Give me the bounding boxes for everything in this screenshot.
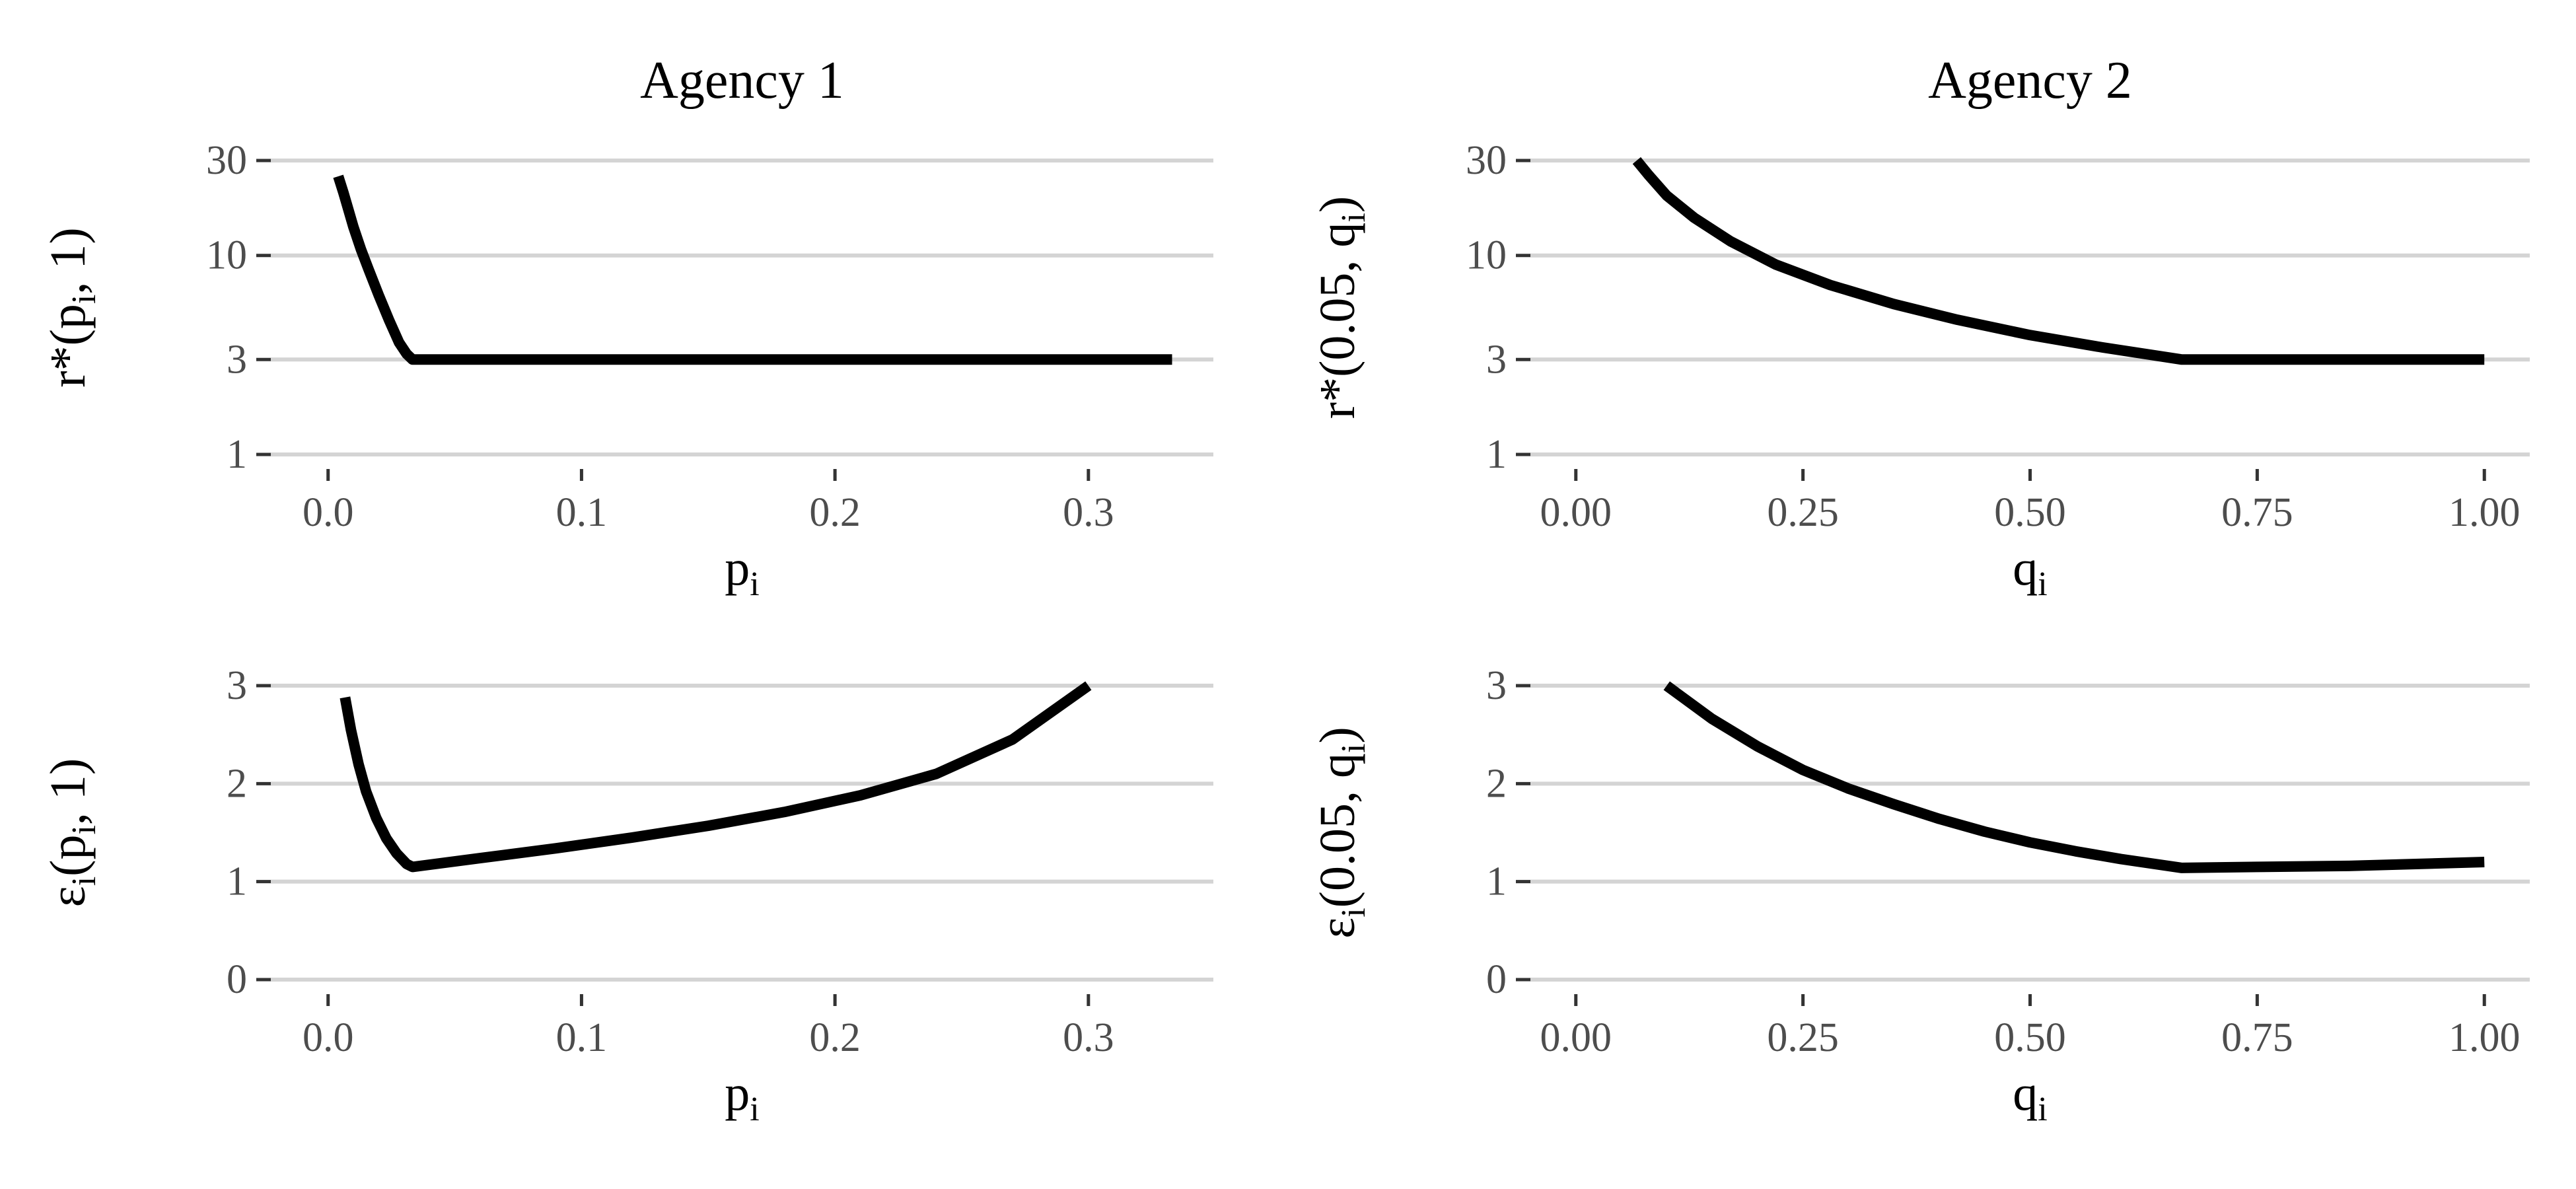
y-axis-title-part: ) [1310, 196, 1365, 213]
x-axis-title-base: p [725, 540, 750, 596]
series-line [340, 681, 1092, 873]
series-line [1663, 681, 2485, 873]
panel-title: Agency 1 [640, 52, 844, 110]
y-tick-label: 1 [227, 859, 247, 904]
x-tick-label: 0.50 [1994, 490, 2066, 535]
x-tick-label: 0.25 [1767, 1015, 1839, 1060]
y-tick-label: 30 [206, 138, 247, 183]
x-tick-label: 0.1 [556, 490, 608, 535]
y-tick-label: 0 [227, 957, 247, 1002]
y-axis-title-subscript: i [65, 825, 103, 834]
y-tick-label: 0 [1486, 957, 1507, 1002]
y-axis-title-part: (p [40, 835, 96, 877]
y-tick-label: 2 [227, 761, 247, 806]
x-axis-title-subscript: i [2038, 1091, 2047, 1128]
y-tick-label: 30 [1466, 138, 1507, 183]
x-axis-title-base: q [2013, 1065, 2038, 1121]
x-tick-label: 0.00 [1540, 1015, 1612, 1060]
y-axis-title-subscript: i [65, 877, 103, 886]
y-axis-title: εi(pi, 1) [40, 758, 103, 907]
x-tick-label: 0.2 [809, 1015, 861, 1060]
y-tick-label: 1 [1486, 859, 1507, 904]
y-tick-label: 10 [206, 233, 247, 278]
y-axis-title-part: ε [1310, 918, 1365, 939]
y-tick-label: 1 [1486, 432, 1507, 477]
x-tick-label: 0.2 [809, 490, 861, 535]
y-axis-title-part: (0.05, q [1310, 753, 1365, 908]
y-axis-title: εi(0.05, qi) [1310, 727, 1373, 938]
x-axis-title-subscript: i [750, 565, 759, 603]
y-axis-title-part: , 1) [40, 227, 96, 294]
series-line [333, 174, 1172, 365]
panel-title: Agency 2 [1928, 52, 2132, 110]
x-tick-label: 0.3 [1063, 1015, 1114, 1060]
y-axis-title-subscript: i [65, 295, 103, 304]
x-axis-title: pi [725, 540, 759, 603]
y-tick-label: 10 [1466, 233, 1507, 278]
x-axis-title: qi [2013, 1065, 2047, 1128]
y-axis-title-subscript: i [1335, 213, 1373, 222]
x-tick-label: 0.0 [303, 1015, 354, 1060]
x-tick-label: 0.50 [1994, 1015, 2066, 1060]
y-tick-label: 3 [1486, 663, 1507, 708]
x-tick-label: 1.00 [2449, 490, 2521, 535]
y-axis-title: r*(pi, 1) [40, 227, 103, 387]
x-axis-title-base: p [725, 1065, 750, 1121]
y-axis-title-part: , 1) [40, 758, 96, 825]
y-axis-title-part: r*(p [40, 304, 96, 388]
y-tick-label: 3 [1486, 337, 1507, 382]
y-axis-title-part: ) [1310, 727, 1365, 743]
y-axis-title: r*(0.05, qi) [1310, 196, 1373, 419]
series-line [1632, 157, 2485, 365]
y-axis-title-part: ε [40, 886, 96, 907]
x-tick-label: 1.00 [2449, 1015, 2521, 1060]
y-tick-label: 3 [227, 663, 247, 708]
x-tick-label: 0.3 [1063, 490, 1114, 535]
y-axis-title-subscript: i [1335, 908, 1373, 917]
y-axis-title-part: r*(0.05, q [1310, 223, 1365, 419]
x-tick-label: 0.25 [1767, 490, 1839, 535]
y-tick-label: 1 [227, 432, 247, 477]
x-axis-title-subscript: i [2038, 565, 2047, 603]
y-tick-label: 2 [1486, 761, 1507, 806]
y-axis-title-subscript: i [1335, 744, 1373, 753]
x-axis-title: pi [725, 1065, 759, 1128]
x-tick-label: 0.75 [2221, 1015, 2293, 1060]
x-axis-title: qi [2013, 540, 2047, 603]
x-axis-title-base: q [2013, 540, 2038, 596]
x-axis-title-subscript: i [750, 1091, 759, 1128]
y-tick-label: 3 [227, 337, 247, 382]
x-tick-label: 0.00 [1540, 490, 1612, 535]
x-tick-label: 0.1 [556, 1015, 608, 1060]
x-tick-label: 0.0 [303, 490, 354, 535]
x-tick-label: 0.75 [2221, 490, 2293, 535]
